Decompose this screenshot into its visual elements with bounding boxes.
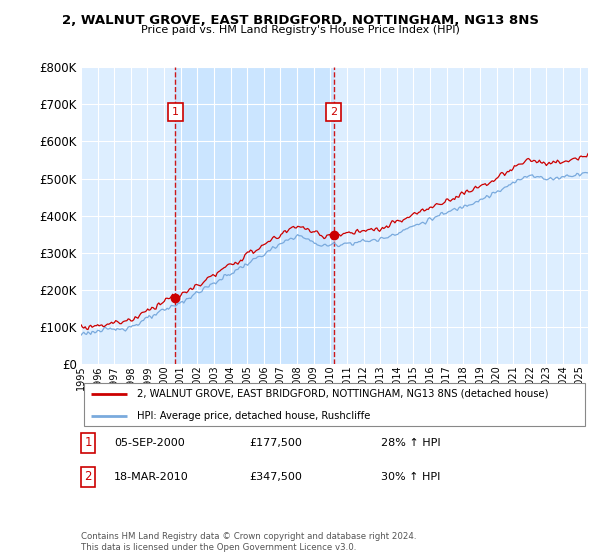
FancyBboxPatch shape	[83, 383, 586, 426]
Text: 05-SEP-2000: 05-SEP-2000	[114, 438, 185, 448]
Text: £177,500: £177,500	[249, 438, 302, 448]
Text: Price paid vs. HM Land Registry's House Price Index (HPI): Price paid vs. HM Land Registry's House …	[140, 25, 460, 35]
Text: 1: 1	[85, 436, 92, 450]
Bar	[175, 67, 334, 364]
Text: 30% ↑ HPI: 30% ↑ HPI	[381, 472, 440, 482]
Text: Contains HM Land Registry data © Crown copyright and database right 2024.
This d: Contains HM Land Registry data © Crown c…	[81, 532, 416, 552]
Text: 2, WALNUT GROVE, EAST BRIDGFORD, NOTTINGHAM, NG13 8NS: 2, WALNUT GROVE, EAST BRIDGFORD, NOTTING…	[62, 14, 539, 27]
Text: 2, WALNUT GROVE, EAST BRIDGFORD, NOTTINGHAM, NG13 8NS (detached house): 2, WALNUT GROVE, EAST BRIDGFORD, NOTTING…	[137, 389, 548, 399]
Text: 1: 1	[172, 107, 179, 116]
Text: HPI: Average price, detached house, Rushcliffe: HPI: Average price, detached house, Rush…	[137, 410, 370, 421]
Text: 28% ↑ HPI: 28% ↑ HPI	[381, 438, 440, 448]
Text: 2: 2	[330, 107, 337, 116]
Text: £347,500: £347,500	[249, 472, 302, 482]
Text: 2: 2	[85, 470, 92, 483]
Text: 18-MAR-2010: 18-MAR-2010	[114, 472, 189, 482]
